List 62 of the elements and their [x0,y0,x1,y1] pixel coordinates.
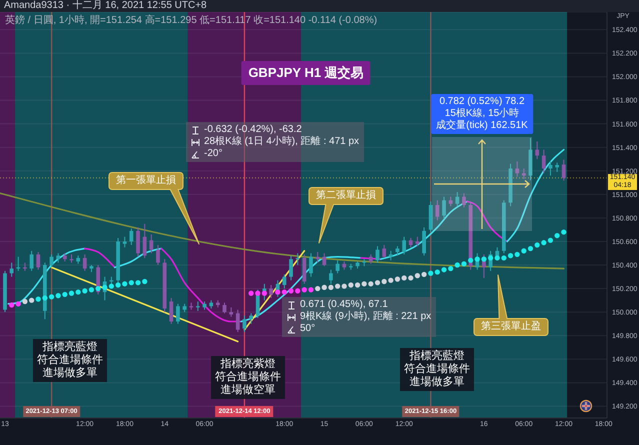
candlestick [548,160,552,176]
candlestick [129,228,134,246]
candlestick [435,200,440,221]
candlestick [448,196,453,207]
annotation: 指標亮藍燈符合進場條件進場做多單 [37,341,103,380]
candlestick [302,254,306,284]
candlestick [242,315,246,333]
candlestick [322,252,326,267]
candlestick [169,297,174,324]
annotation: 0.671 (0.45%), 67.1 9根K線 (9小時), 距離 : 221 px 50° [300,299,432,335]
annotation: -0.632 (-0.42%), -63.2 28根K線 (1日 4小時), 距離 : 471 px -20° [204,124,360,160]
candlestick [10,262,14,278]
candlestick [82,254,87,272]
annotation: 0.782 (0.52%) 78.2 15根K線, 15小時成交量(tick) 162.51K [436,96,528,132]
candlestick [36,252,40,270]
candlestick [176,303,180,324]
candlestick [122,236,127,248]
candlestick [368,254,373,264]
candlestick [422,226,426,256]
candlestick [136,226,140,258]
candlestick [336,260,340,274]
candlestick [388,250,393,261]
candlestick [329,269,333,284]
line-series [506,148,565,242]
annotation: 第一張單止損 [116,175,176,187]
candlestick [229,306,234,318]
candlestick [269,284,273,298]
line-series [160,248,242,322]
annotation: 第二張單止損 [316,190,376,202]
candlestick [382,244,386,258]
annotation: 指標亮紫燈符合進場條件進場做空單 [215,358,281,397]
candlestick [562,159,566,182]
line-series [84,248,116,268]
candlestick [555,162,560,173]
candlestick [30,250,34,272]
candlestick [442,196,446,220]
line-series [380,200,468,260]
candlestick [416,236,420,247]
candlestick [236,309,240,333]
candlestick [396,246,400,256]
candlestick [309,252,313,278]
candlestick [542,149,546,174]
candlestick [50,254,54,268]
candlestick [455,192,460,207]
text: Amanda9313 · 十二月 16, 2021 12:55 UTC+8 [0,0,639,12]
annotation: 指標亮藍燈符合進場條件進場做多單 [404,350,470,389]
annotation: 第三張單止盈 [481,321,541,333]
candlestick [522,168,526,180]
candlestick [376,246,380,264]
candlestick [282,274,286,290]
line-series [466,200,508,242]
candlestick [196,300,200,312]
candlestick [222,302,226,314]
text: GBPJPY H1 週交易 [241,61,371,85]
candlestick [535,140,540,160]
candlestick [142,223,147,258]
candlestick [56,252,60,264]
candlestick [156,244,160,266]
candlestick [462,192,466,208]
candlestick [289,255,293,281]
candlestick [249,312,254,324]
candlestick [402,236,406,255]
